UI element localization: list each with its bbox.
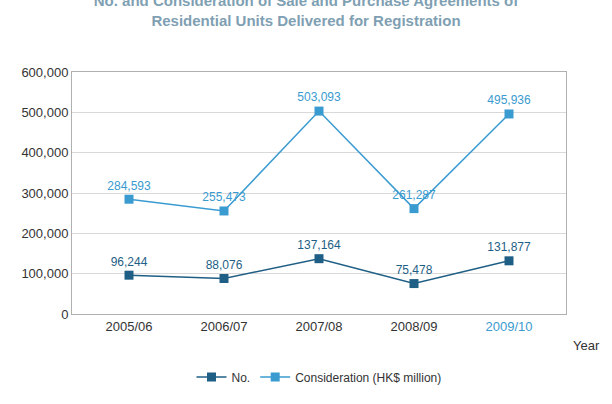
svg-text:255,473: 255,473	[202, 190, 246, 204]
svg-text:261,287: 261,287	[392, 188, 436, 202]
svg-text:88,076: 88,076	[206, 258, 243, 272]
svg-text:75,478: 75,478	[396, 263, 433, 277]
svg-text:2008/09: 2008/09	[391, 319, 438, 334]
svg-text:200,000: 200,000	[21, 226, 68, 241]
svg-text:No. and Consideration of Sale: No. and Consideration of Sale and Purcha…	[94, 0, 520, 29]
svg-text:495,936: 495,936	[487, 93, 531, 107]
svg-text:300,000: 300,000	[21, 186, 68, 201]
svg-text:400,000: 400,000	[21, 145, 68, 160]
svg-text:0: 0	[61, 307, 68, 322]
svg-text:2007/08: 2007/08	[296, 319, 343, 334]
svg-text:96,244: 96,244	[111, 255, 148, 269]
svg-text:503,093: 503,093	[297, 90, 341, 104]
svg-text:2005/06: 2005/06	[106, 319, 153, 334]
svg-text:500,000: 500,000	[21, 105, 68, 120]
svg-text:100,000: 100,000	[21, 266, 68, 281]
svg-text:2006/07: 2006/07	[201, 319, 248, 334]
svg-text:Consideration (HK$ million): Consideration (HK$ million)	[295, 371, 441, 385]
svg-text:137,164: 137,164	[297, 238, 341, 252]
svg-text:131,877: 131,877	[487, 240, 531, 254]
svg-text:Year: Year	[573, 338, 600, 353]
svg-text:No.: No.	[232, 371, 251, 385]
svg-text:284,593: 284,593	[107, 179, 151, 193]
svg-text:600,000: 600,000	[21, 65, 68, 80]
svg-text:2009/10: 2009/10	[486, 319, 533, 334]
